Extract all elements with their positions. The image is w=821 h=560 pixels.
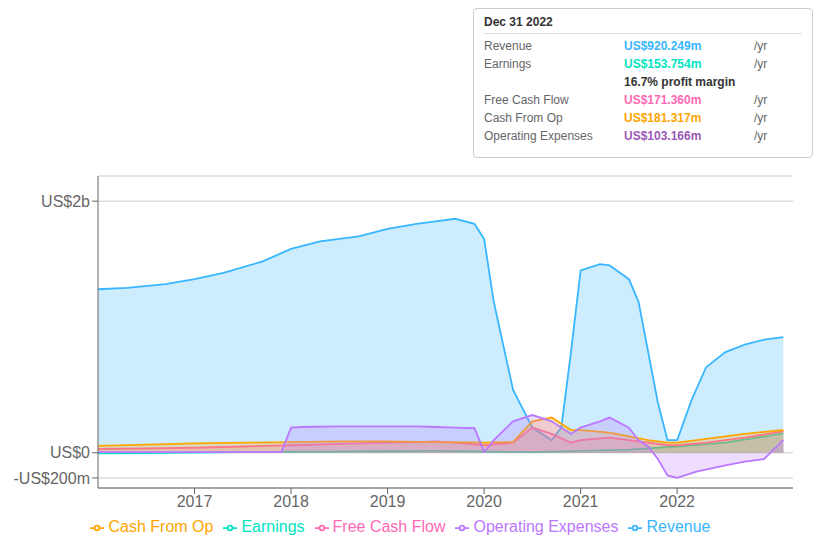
html-text:Free Cash Flow: Free Cash Flow [484, 93, 569, 107]
html-text:/yr: /yr [754, 111, 768, 125]
html-text:Operating Expenses: Operating Expenses [484, 129, 593, 143]
html-text:Earnings: Earnings [241, 518, 305, 535]
html-text:Revenue: Revenue [646, 518, 711, 535]
html-text:US$181.317m: US$181.317m [624, 111, 702, 125]
html-text:Dec 31 2022: Dec 31 2022 [484, 15, 553, 29]
html-text:Revenue: Revenue [484, 39, 532, 53]
svg-text:2022: 2022 [659, 493, 695, 510]
html-text:/yr: /yr [754, 93, 768, 107]
svg-text:2017: 2017 [177, 493, 213, 510]
svg-text:US$0: US$0 [50, 444, 90, 461]
svg-text:2019: 2019 [370, 493, 406, 510]
html-text:US$171.360m: US$171.360m [624, 93, 702, 107]
html-text:Cash From Op: Cash From Op [484, 111, 563, 125]
html-text:US$103.166m: US$103.166m [624, 129, 702, 143]
html-text:Cash From Op: Cash From Op [108, 518, 214, 535]
html-text:/yr: /yr [754, 39, 768, 53]
html-text:16.7% profit margin: 16.7% profit margin [624, 75, 736, 89]
html-text:Operating Expenses: Operating Expenses [473, 518, 619, 535]
html-text:/yr: /yr [754, 129, 768, 143]
html-text:/yr: /yr [754, 57, 768, 71]
svg-text:2018: 2018 [273, 493, 309, 510]
svg-text:US$2b: US$2b [41, 193, 90, 210]
html-text:Free Cash Flow: Free Cash Flow [332, 518, 446, 535]
svg-text:2021: 2021 [563, 493, 599, 510]
html-text:Earnings: Earnings [484, 57, 532, 71]
svg-text:2020: 2020 [466, 493, 502, 510]
html-text:US$920.249m: US$920.249m [624, 39, 702, 53]
svg-text:-US$200m: -US$200m [14, 470, 90, 487]
html-text:US$153.754m: US$153.754m [624, 57, 702, 71]
